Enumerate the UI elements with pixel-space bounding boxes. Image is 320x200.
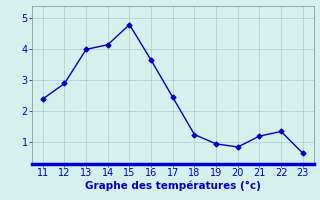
X-axis label: Graphe des températures (°c): Graphe des températures (°c)	[85, 181, 261, 191]
